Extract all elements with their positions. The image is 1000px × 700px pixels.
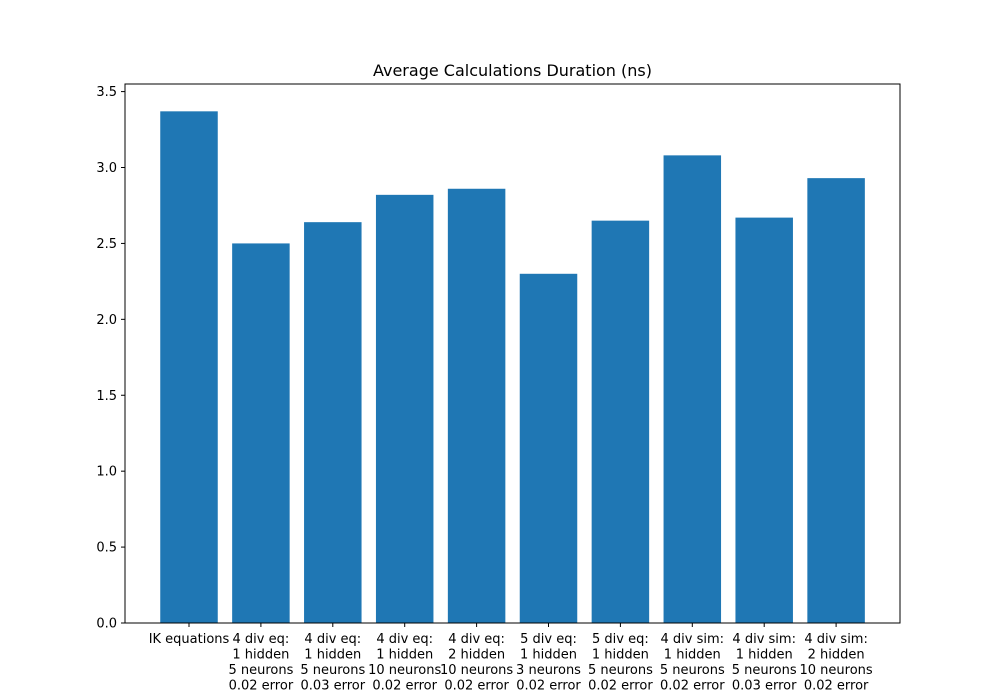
y-tick-label-5: 2.5 <box>96 237 117 252</box>
chart-title: Average Calculations Duration (ns) <box>373 61 652 80</box>
x-tick-label-0: IK equations <box>149 632 230 647</box>
bar-1 <box>232 243 290 624</box>
x-tick-label-8: 4 div sim: 1 hidden 5 neurons 0.03 error <box>732 632 797 694</box>
bar-9 <box>807 178 865 623</box>
y-axis: 0.0 0.5 1.0 1.5 2.0 2.5 3.0 3.5 <box>96 85 125 632</box>
bars-group <box>160 111 865 624</box>
bar-0 <box>160 111 218 623</box>
y-tick-label-1: 0.5 <box>96 541 117 556</box>
bar-8 <box>735 217 793 624</box>
y-tick-label-7: 3.5 <box>96 85 117 100</box>
y-tick-label-4: 2.0 <box>96 313 117 328</box>
x-tick-label-6: 5 div eq: 1 hidden 5 neurons 0.02 error <box>588 632 653 694</box>
x-axis: IK equations 4 div eq: 1 hidden 5 neurons 0.… <box>149 623 873 694</box>
bar-2 <box>304 222 362 624</box>
y-tick-label-3: 1.5 <box>96 389 117 404</box>
x-tick-label-7: 4 div sim: 1 hidden 5 neurons 0.02 error <box>660 632 725 694</box>
x-tick-label-3: 4 div eq: 1 hidden 10 neurons 0.02 error <box>368 632 441 694</box>
x-tick-label-4: 4 div eq: 2 hidden 10 neurons 0.02 error <box>440 632 513 694</box>
bar-4 <box>447 188 506 623</box>
x-tick-label-1: 4 div eq: 1 hidden 5 neurons 0.02 error <box>228 632 293 694</box>
plot-frame <box>124 83 901 624</box>
y-tick-label-2: 1.0 <box>96 465 117 480</box>
y-tick-label-6: 3.0 <box>96 161 117 176</box>
bar-7 <box>663 155 722 624</box>
y-tick-label-0: 0.0 <box>96 617 117 632</box>
bar-5 <box>519 273 578 623</box>
x-tick-label-9: 4 div sim: 2 hidden 10 neurons 0.02 error <box>800 632 873 694</box>
bar-6 <box>591 220 650 623</box>
bar-3 <box>375 194 434 623</box>
x-tick-label-2: 4 div eq: 1 hidden 5 neurons 0.03 error <box>300 632 365 694</box>
x-tick-label-5: 5 div eq: 1 hidden 3 neurons 0.02 error <box>516 632 581 694</box>
